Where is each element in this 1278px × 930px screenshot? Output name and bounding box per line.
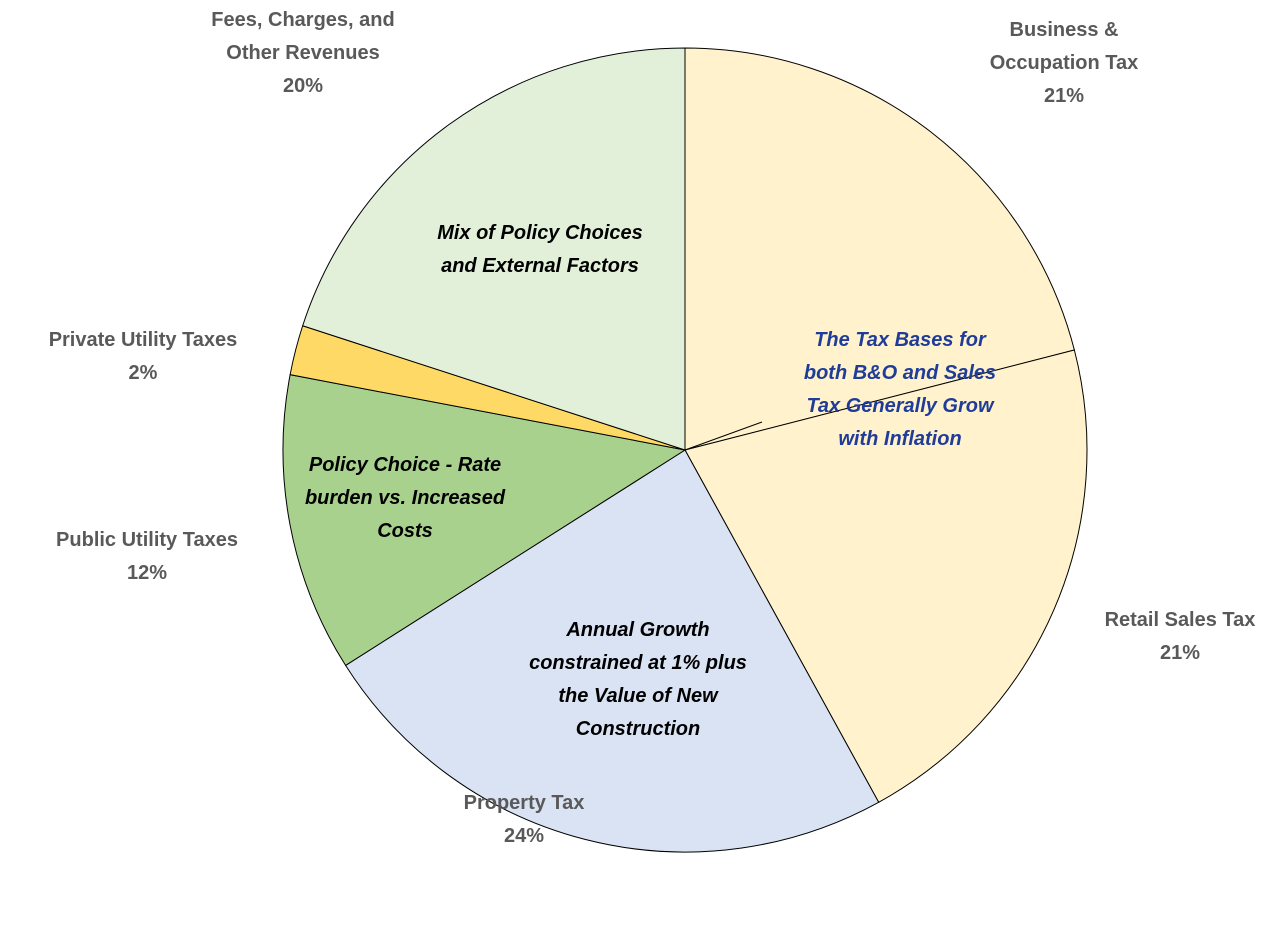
slice-value: 21% bbox=[1159, 642, 1201, 664]
slice-value: 24% bbox=[503, 825, 545, 847]
slice-label: Private Utility Taxes 2% bbox=[0, 324, 288, 390]
pie-slice bbox=[684, 47, 1075, 451]
annotation: The Tax Bases for both B&O and Sales Tax… bbox=[803, 329, 997, 450]
slice-label: Property Tax 24% bbox=[374, 787, 674, 853]
slice-name: Private Utility Taxes bbox=[48, 329, 238, 351]
slice-name: Fees, Charges, and Other Revenues bbox=[211, 9, 395, 64]
pie-slice bbox=[344, 449, 880, 853]
annotation: Annual Growth constrained at 1% plus the… bbox=[529, 619, 747, 740]
slice-value: 2% bbox=[128, 362, 158, 384]
slice-value: 21% bbox=[1043, 85, 1085, 107]
leader-line bbox=[684, 421, 763, 451]
pie-slice bbox=[302, 47, 686, 451]
pie-slice bbox=[282, 374, 687, 667]
slice-name: Business & Occupation Tax bbox=[989, 19, 1139, 74]
slice-value: 12% bbox=[126, 562, 168, 584]
slice-label: Business & Occupation Tax 21% bbox=[969, 14, 1159, 113]
slice-name: Public Utility Taxes bbox=[56, 529, 238, 551]
slice-label: Public Utility Taxes 12% bbox=[2, 524, 292, 590]
slice-label: Retail Sales Tax 21% bbox=[1030, 604, 1278, 670]
slice-label: Fees, Charges, and Other Revenues 20% bbox=[196, 4, 411, 103]
annotation: Policy Choice - Rate burden vs. Increase… bbox=[304, 454, 506, 542]
slice-value: 20% bbox=[282, 75, 324, 97]
annotation: Mix of Policy Choices and External Facto… bbox=[437, 222, 643, 277]
slice-name: Property Tax bbox=[463, 792, 585, 814]
pie-slice bbox=[684, 349, 1088, 803]
slice-name: Retail Sales Tax bbox=[1104, 609, 1256, 631]
